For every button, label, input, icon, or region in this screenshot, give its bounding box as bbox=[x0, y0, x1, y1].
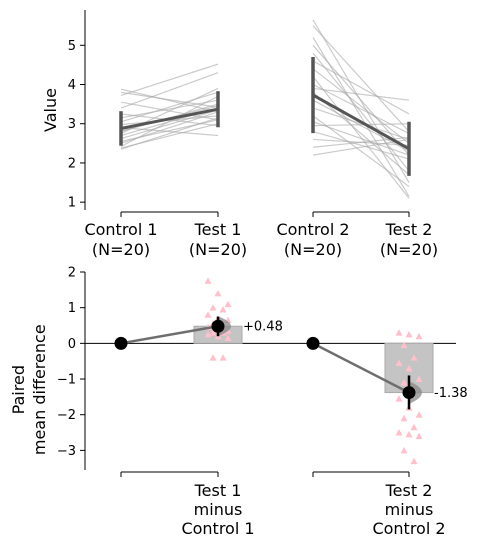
paired-observation-line bbox=[312, 60, 410, 115]
difference-point bbox=[395, 395, 403, 402]
paired-observation-line bbox=[312, 52, 410, 172]
difference-point bbox=[204, 330, 212, 338]
difference-point bbox=[405, 330, 413, 338]
paired-observation-line bbox=[120, 99, 219, 119]
group-label: Test 1 bbox=[194, 220, 242, 239]
paired-observation-line bbox=[120, 109, 219, 140]
paired-observation-line bbox=[120, 72, 219, 109]
y-tick-label: 1 bbox=[68, 196, 76, 211]
comparison-label-line: Control 2 bbox=[372, 519, 445, 538]
group-label: Control 1 bbox=[84, 220, 157, 239]
y-tick-label: 4 bbox=[68, 78, 76, 93]
difference-point bbox=[224, 300, 232, 308]
difference-point bbox=[209, 304, 217, 311]
comparison-label-line: Test 1 bbox=[194, 481, 242, 500]
mean-difference-point bbox=[211, 319, 225, 333]
mean-difference-point bbox=[402, 386, 416, 400]
difference-point bbox=[400, 341, 408, 349]
difference-point bbox=[395, 329, 403, 336]
difference-point bbox=[219, 354, 227, 361]
difference-point bbox=[395, 429, 403, 436]
paired-observation-line bbox=[312, 25, 410, 132]
paired-observation-line bbox=[312, 107, 410, 140]
paired-observation-line bbox=[312, 83, 410, 135]
paired-observation-line bbox=[312, 44, 410, 156]
paired-observation-line bbox=[312, 123, 410, 127]
difference-point bbox=[395, 359, 403, 366]
group-n-label: (N=20) bbox=[92, 240, 150, 259]
y-tick-label: −2 bbox=[57, 408, 76, 423]
comparison-label-line: Control 1 bbox=[181, 519, 254, 538]
paired-observation-line bbox=[312, 76, 410, 199]
difference-point bbox=[219, 305, 227, 313]
y-tick-label: 1 bbox=[68, 301, 76, 316]
paired-observation-line bbox=[312, 130, 410, 160]
paired-observation-line bbox=[312, 68, 410, 144]
paired-observation-line bbox=[312, 138, 410, 156]
paired-observation-line bbox=[120, 91, 219, 123]
group-n-label: (N=20) bbox=[380, 240, 438, 259]
difference-point bbox=[410, 354, 418, 361]
reference-point bbox=[114, 336, 128, 350]
difference-point bbox=[405, 430, 413, 438]
paired-observation-line bbox=[312, 121, 410, 156]
paired-observation-line bbox=[120, 117, 219, 150]
y-tick-label: 5 bbox=[68, 39, 76, 54]
difference-point bbox=[415, 375, 423, 383]
reference-point bbox=[306, 336, 320, 350]
paired-observation-line bbox=[312, 87, 410, 101]
difference-point bbox=[214, 289, 222, 297]
y-tick-label: 0 bbox=[68, 337, 76, 352]
paired-observation-line bbox=[120, 95, 219, 148]
y-axis-title-line-1: Paired bbox=[9, 365, 28, 414]
effect-line bbox=[120, 324, 219, 345]
mean-line bbox=[312, 93, 410, 151]
difference-point bbox=[405, 364, 413, 372]
paired-observation-line bbox=[312, 19, 410, 183]
paired-observation-line bbox=[120, 127, 219, 137]
paired-observation-line bbox=[120, 63, 219, 97]
mean-line bbox=[120, 107, 219, 130]
difference-point bbox=[415, 411, 423, 418]
difference-point bbox=[410, 457, 418, 465]
difference-point bbox=[410, 423, 418, 431]
y-tick-label: −1 bbox=[57, 373, 76, 388]
difference-point bbox=[204, 311, 212, 318]
mean-difference-panel: −3 −2 −1 0 1 2 Paired mean difference +0.48 Test … bbox=[9, 266, 468, 539]
group-label: Control 2 bbox=[276, 220, 349, 239]
difference-point bbox=[415, 332, 423, 340]
comparison-label-line: Test 2 bbox=[385, 481, 433, 500]
paired-observation-line bbox=[312, 91, 410, 176]
group-label: Test 2 bbox=[385, 220, 433, 239]
y-tick-label: 2 bbox=[68, 266, 76, 281]
difference-point bbox=[224, 334, 232, 341]
y-tick-label: −3 bbox=[57, 444, 76, 459]
mean-difference-label: +0.48 bbox=[243, 320, 283, 335]
difference-point bbox=[209, 329, 217, 336]
paired-observation-line bbox=[312, 99, 410, 152]
difference-point bbox=[209, 354, 217, 361]
y-axis-title-line-2: mean difference bbox=[30, 324, 49, 455]
group-n-label: (N=20) bbox=[189, 240, 247, 259]
comparison-label-line: minus bbox=[385, 500, 434, 519]
difference-point bbox=[400, 379, 408, 386]
y-tick-label: 3 bbox=[68, 117, 76, 132]
group-n-label: (N=20) bbox=[284, 240, 342, 259]
difference-point bbox=[415, 432, 423, 440]
y-tick-label: 2 bbox=[68, 156, 76, 171]
comparison-label-line: minus bbox=[194, 500, 243, 519]
difference-point bbox=[204, 277, 212, 284]
difference-point bbox=[400, 446, 408, 454]
difference-point bbox=[400, 414, 408, 422]
y-axis-title: Value bbox=[41, 88, 60, 132]
effect-line bbox=[312, 342, 410, 394]
mean-difference-label: -1.38 bbox=[434, 386, 468, 401]
